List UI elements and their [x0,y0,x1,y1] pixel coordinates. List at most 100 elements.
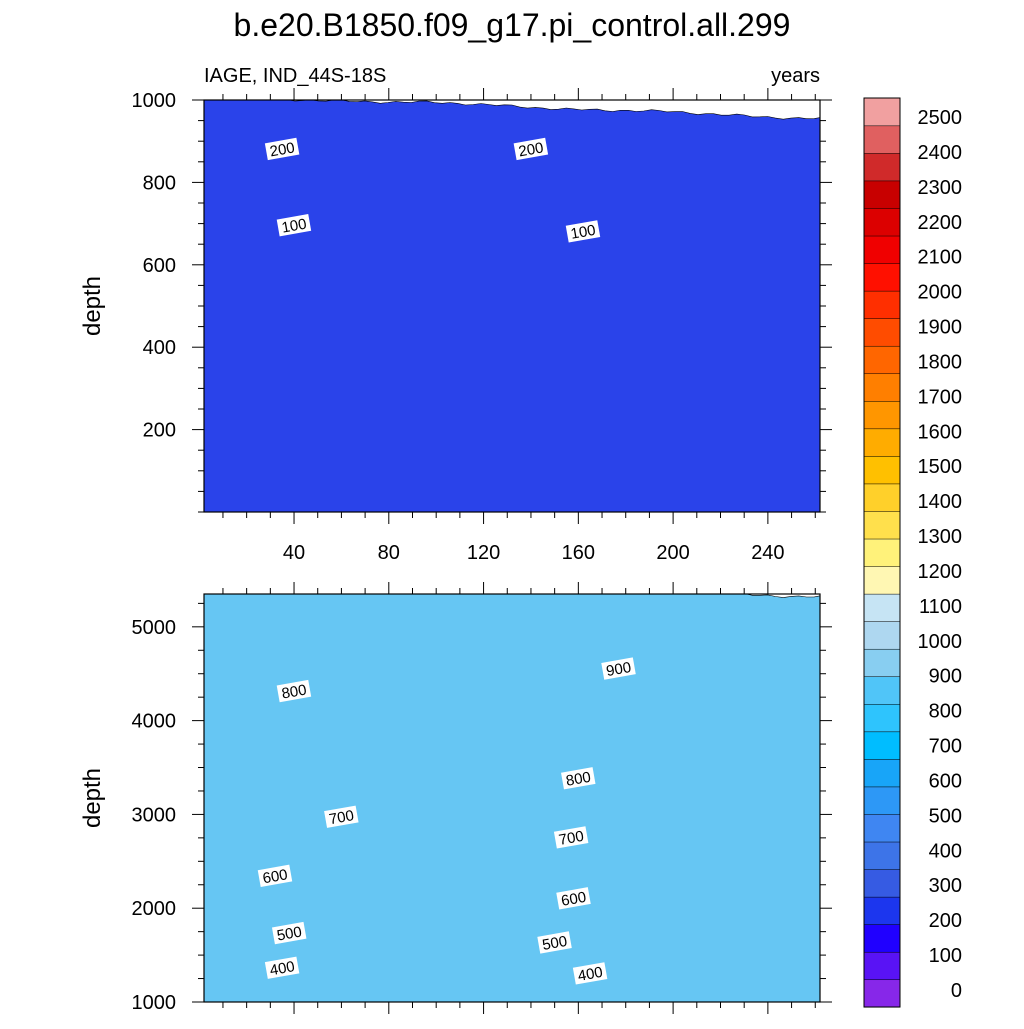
contour-label: 100 [565,220,601,243]
svg-text:400: 400 [576,964,604,985]
colorbar-label: 2300 [918,177,963,199]
svg-text:200: 200 [268,139,296,160]
contour-label: 500 [271,921,307,945]
colorbar-swatch [863,125,901,154]
y-tick-label: 1000 [132,90,177,112]
colorbar-label: 2100 [918,247,963,269]
y-tick-label: 2000 [132,898,177,920]
svg-text:700: 700 [328,807,356,828]
contour-label: 900 [601,657,636,680]
colorbar-swatch [863,400,901,430]
contour-label: 200 [264,137,300,160]
svg-text:100: 100 [569,222,597,243]
y-axis-label: depth [79,276,106,336]
svg-text:200: 200 [517,139,545,160]
lower-frame [203,593,821,1003]
colorbar-label: 2200 [918,212,963,234]
colorbar-label: 1300 [918,526,963,548]
colorbar-swatch [863,428,901,457]
colorbar-label: 1200 [918,561,963,583]
colorbar-swatch [863,318,901,347]
colorbar-label: 1700 [918,386,963,408]
colorbar-swatch [863,841,901,870]
colorbar-label: 700 [929,736,962,758]
colorbar-label: 100 [929,945,962,967]
y-tick-label: 600 [143,255,176,277]
x-tick-label: 80 [378,542,400,564]
svg-text:600: 600 [560,889,588,910]
colorbar-swatch [863,648,901,678]
x-tick-label: 240 [751,542,784,564]
colorbar-swatch [863,593,901,622]
y-axis-label: depth [79,768,106,828]
colorbar-swatch [863,979,901,1008]
right-subtitle: years [771,65,820,87]
x-tick-label: 120 [467,542,500,564]
svg-text:500: 500 [276,923,304,944]
colorbar-label: 200 [929,910,962,932]
y-tick-label: 800 [143,172,176,194]
y-tick-label: 1000 [132,992,177,1014]
colorbar-label: 1600 [918,421,963,443]
y-tick-label: 3000 [132,804,177,826]
contour-label: 200 [513,137,549,160]
colorbar-swatch [863,510,901,540]
colorbar-label: 2000 [918,282,963,304]
svg-text:700: 700 [558,828,586,849]
colorbar-swatch [863,290,901,319]
lower-bands: 400 400 500 500 600 600 700 700 800 800 900 [204,594,820,1002]
colorbar-swatch [863,676,901,705]
lower-band [204,594,820,1002]
colorbar-swatch [863,786,901,815]
figure-title: b.e20.B1850.f09_g17.pi_control.all.299 [234,7,791,43]
contour-label: 800 [276,679,312,703]
contour-label: 700 [553,826,589,849]
colorbar-label: 600 [929,770,962,792]
lower-panel: 400 400 500 500 600 600 700 700 800 800 900 1000 200… [79,582,832,1014]
colorbar-label: 900 [929,666,962,688]
contour-label: 800 [561,767,596,790]
colorbar-swatch [863,538,901,567]
colorbar-label: 1900 [918,317,963,339]
upper-panel: 100 100 200 200 40 80 120 160 200 240 200 400 600 800… [79,88,832,564]
svg-text:900: 900 [605,659,633,680]
upper-band [204,100,820,512]
x-tick-label: 200 [656,542,689,564]
left-subtitle: IAGE, IND_44S-18S [204,65,386,87]
colorbar-swatch [863,455,901,485]
colorbar-swatch [863,869,901,898]
colorbar-label: 500 [929,805,962,827]
colorbar-swatch [863,152,901,182]
colorbar-label: 1400 [918,491,963,513]
colorbar-label: 400 [929,840,962,862]
colorbar-swatch [863,924,901,953]
y-tick-label: 200 [143,420,176,442]
colorbar-swatch [863,703,901,733]
svg-text:800: 800 [565,769,593,790]
svg-text:500: 500 [541,933,569,954]
contour-label: 700 [324,805,359,828]
contour-label: 400 [572,962,608,985]
colorbar-label: 1100 [919,596,962,618]
x-tick-label: 40 [283,542,305,564]
contour-label: 400 [264,956,300,979]
x-tick-label: 160 [562,542,595,564]
colorbar-swatch [863,345,901,375]
colorbar-swatch [863,758,901,788]
contour-label: 600 [556,887,591,910]
svg-text:400: 400 [268,958,296,979]
colorbar-label: 0 [951,980,962,1002]
colorbar: 0 100 200 300 400 500 600 700 800 900 1000 1100 1200… [863,97,963,1008]
y-tick-label: 4000 [132,711,177,733]
colorbar-label: 2400 [918,142,963,164]
colorbar-swatch [863,813,901,843]
colorbar-swatch [863,731,901,760]
colorbar-swatch [863,207,901,237]
y-tick-label: 5000 [132,617,177,639]
colorbar-swatch [863,483,901,512]
svg-text:100: 100 [280,216,308,237]
colorbar-swatch [863,951,901,981]
colorbar-swatch [863,180,901,209]
